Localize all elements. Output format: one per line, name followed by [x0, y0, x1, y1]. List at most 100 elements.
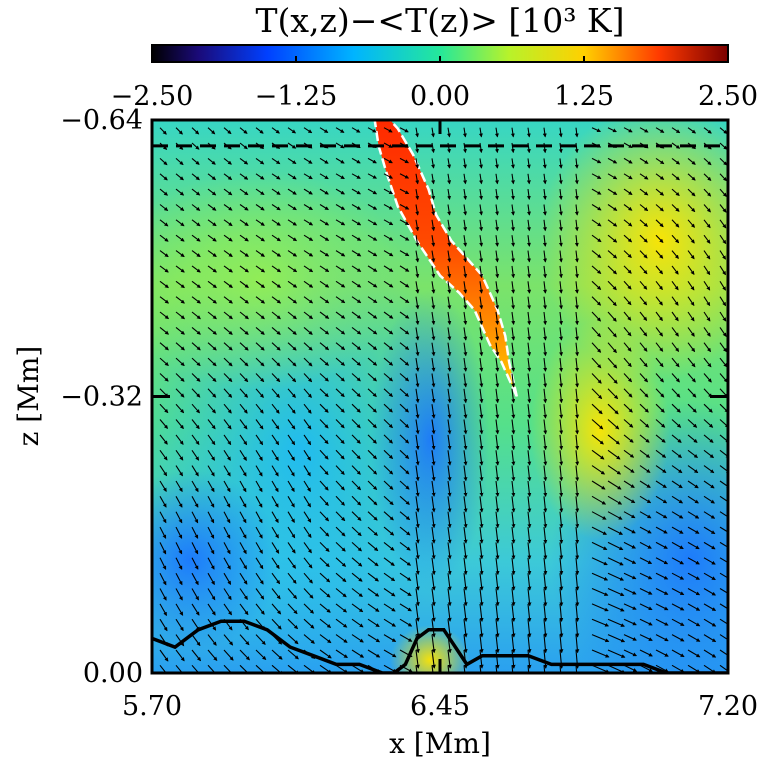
velocity-arrow — [478, 142, 483, 154]
velocity-arrow — [687, 449, 699, 458]
velocity-arrow — [623, 173, 633, 180]
velocity-arrow — [351, 311, 362, 319]
velocity-arrow — [287, 434, 296, 446]
velocity-arrow — [607, 234, 618, 243]
velocity-arrow — [207, 557, 215, 570]
velocity-arrow — [703, 419, 714, 428]
velocity-arrow — [671, 342, 680, 353]
velocity-arrow — [511, 480, 516, 497]
velocity-arrow — [271, 157, 281, 165]
velocity-arrow — [591, 526, 608, 535]
velocity-arrow — [591, 557, 608, 566]
velocity-arrow — [319, 511, 330, 522]
velocity-arrow — [463, 388, 468, 404]
velocity-arrow — [671, 357, 680, 368]
velocity-arrow — [671, 234, 680, 244]
velocity-arrow — [463, 557, 468, 576]
velocity-arrow — [510, 173, 515, 185]
velocity-arrow — [671, 311, 679, 322]
velocity-arrow — [655, 403, 665, 413]
velocity-arrow — [479, 358, 484, 372]
velocity-arrow — [575, 480, 580, 497]
velocity-arrow — [431, 158, 436, 169]
velocity-arrow — [239, 265, 249, 273]
velocity-arrow — [175, 434, 184, 445]
velocity-arrow — [159, 311, 170, 320]
velocity-arrow — [527, 465, 532, 482]
velocity-arrow — [639, 234, 648, 243]
velocity-arrow — [607, 526, 624, 535]
velocity-arrow — [495, 358, 500, 372]
velocity-arrow — [527, 434, 532, 451]
velocity-arrow — [399, 388, 409, 397]
velocity-arrow — [495, 434, 500, 451]
velocity-arrow — [655, 434, 666, 443]
velocity-arrow — [367, 357, 378, 366]
velocity-arrow — [335, 173, 345, 180]
velocity-arrow — [687, 127, 697, 134]
velocity-arrow — [383, 357, 394, 366]
velocity-arrow — [719, 373, 728, 383]
velocity-arrow — [239, 204, 249, 211]
velocity-arrow — [463, 189, 468, 200]
velocity-arrow — [415, 173, 420, 185]
velocity-arrow — [399, 234, 410, 241]
velocity-arrow — [239, 127, 248, 134]
velocity-arrow — [399, 296, 410, 304]
velocity-arrow — [399, 419, 410, 429]
velocity-arrow — [575, 496, 580, 513]
velocity-arrow — [527, 373, 532, 388]
velocity-arrow — [719, 158, 728, 166]
velocity-arrow — [175, 326, 185, 335]
velocity-arrow — [463, 265, 468, 279]
velocity-arrow — [239, 311, 249, 320]
velocity-arrow — [399, 280, 410, 288]
velocity-arrow — [303, 280, 314, 288]
velocity-arrow — [719, 204, 727, 213]
velocity-arrow — [703, 373, 712, 383]
velocity-arrow — [703, 357, 712, 368]
velocity-arrow — [239, 234, 249, 242]
velocity-arrow — [335, 265, 346, 272]
velocity-arrow — [543, 388, 548, 404]
velocity-arrow — [591, 127, 602, 133]
velocity-arrow — [175, 342, 185, 351]
velocity-arrow — [574, 281, 579, 294]
velocity-arrow — [511, 404, 516, 419]
velocity-arrow — [511, 342, 516, 357]
velocity-arrow — [271, 311, 281, 320]
y-tick-label: 0.00 — [83, 658, 143, 689]
velocity-arrow — [607, 388, 619, 400]
velocity-arrow — [399, 403, 409, 413]
velocity-arrow — [159, 188, 169, 196]
velocity-arrow — [687, 434, 698, 443]
velocity-arrow — [574, 173, 579, 185]
velocity-arrow — [399, 265, 410, 272]
velocity-arrow — [447, 219, 452, 232]
velocity-arrow — [367, 280, 378, 288]
velocity-arrow — [510, 158, 515, 169]
velocity-arrow — [287, 526, 296, 539]
velocity-arrow — [207, 157, 216, 165]
velocity-arrow — [574, 311, 579, 326]
velocity-arrow — [671, 465, 683, 474]
velocity-arrow — [415, 358, 420, 372]
velocity-arrow — [287, 557, 296, 569]
x-tick-label: 7.20 — [698, 691, 758, 722]
velocity-arrow — [223, 311, 233, 320]
velocity-arrow — [623, 511, 636, 519]
velocity-arrow — [383, 465, 394, 475]
velocity-arrow — [542, 219, 547, 232]
velocity-arrow — [671, 449, 683, 458]
velocity-arrow — [639, 511, 652, 519]
velocity-arrow — [447, 557, 452, 576]
velocity-arrow — [479, 496, 484, 513]
velocity-arrow — [223, 188, 233, 196]
velocity-arrow — [271, 526, 279, 539]
velocity-arrow — [447, 311, 452, 325]
velocity-arrow — [559, 342, 564, 357]
velocity-arrow — [543, 281, 548, 294]
velocity-arrow — [639, 219, 648, 227]
velocity-arrow — [607, 342, 617, 354]
velocity-arrow — [351, 204, 362, 210]
